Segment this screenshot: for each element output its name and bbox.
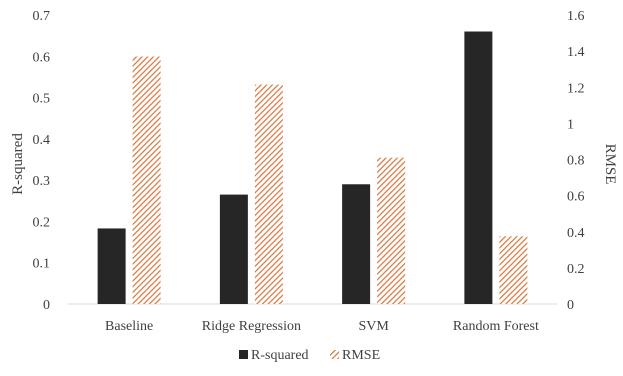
y-left-tick-label: 0.2 — [33, 215, 51, 230]
bar-r-squared — [97, 228, 126, 304]
y-right-tick-label: 1.4 — [567, 45, 585, 60]
y-right-tick-label: 1 — [567, 117, 574, 132]
legend: R-squared RMSE — [239, 348, 380, 363]
y-left-tick-label: 0.1 — [33, 257, 51, 272]
y-right-tick-label: 1.2 — [567, 81, 585, 96]
y-right-tick-label: 0.2 — [567, 262, 585, 277]
bar-rmse — [254, 84, 283, 305]
legend-swatch-r-squared — [239, 350, 248, 359]
y-axis-right-label: RMSE — [602, 144, 618, 185]
bar-rmse — [499, 236, 528, 304]
y-left-tick-label: 0.6 — [33, 50, 51, 65]
legend-label-r-squared: R-squared — [251, 348, 309, 363]
y-right-tick-label: 0 — [567, 298, 574, 313]
y-right-tick-label: 1.6 — [567, 9, 585, 24]
x-category-label: Baseline — [105, 319, 153, 334]
y-left-tick-label: 0.7 — [33, 9, 51, 24]
y-axis-left-label: R-squared — [10, 133, 26, 195]
x-category-label: SVM — [358, 319, 389, 334]
legend-swatch-rmse — [330, 350, 339, 359]
y-left-tick-label: 0.3 — [33, 174, 51, 189]
bar-r-squared — [219, 194, 248, 304]
y-right-tick-label: 0.6 — [567, 190, 585, 205]
y-left-tick-label: 0 — [43, 298, 50, 313]
bar-rmse — [377, 157, 406, 304]
bar-r-squared — [464, 31, 493, 305]
x-category-label: Random Forest — [453, 319, 539, 334]
x-category-label: Ridge Regression — [202, 319, 301, 334]
y-left-tick-label: 0.5 — [33, 92, 51, 107]
y-right-tick-label: 0.4 — [567, 226, 585, 241]
bar-r-squared — [342, 184, 371, 304]
legend-label-rmse: RMSE — [342, 348, 380, 363]
y-left-tick-label: 0.4 — [33, 133, 51, 148]
bar-rmse — [132, 56, 161, 305]
y-right-tick-label: 0.8 — [567, 154, 585, 169]
